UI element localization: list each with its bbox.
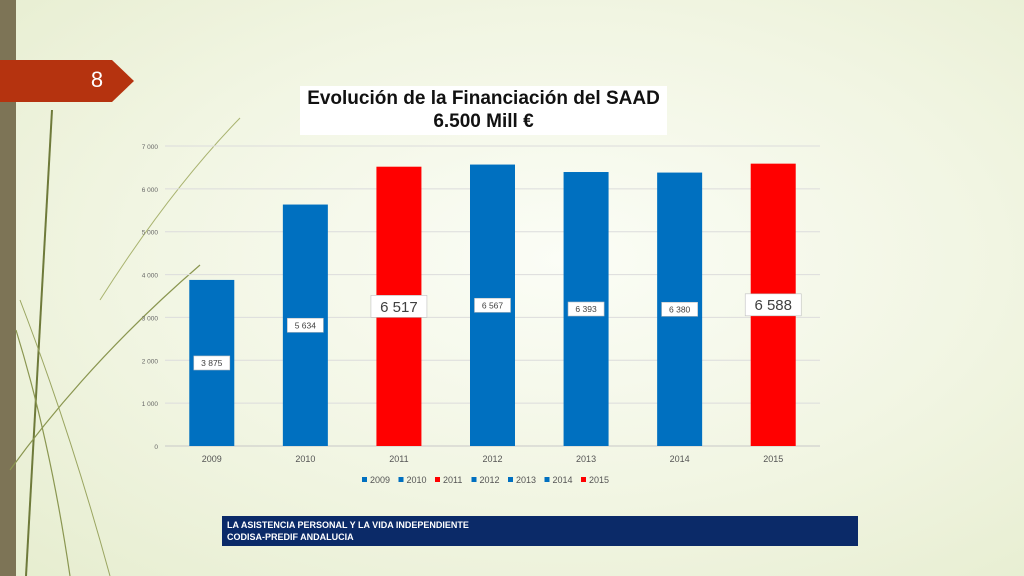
y-tick-label: 1 000 xyxy=(142,401,159,408)
y-tick-label: 7 000 xyxy=(142,144,159,151)
x-tick-label: 2014 xyxy=(670,454,690,464)
data-label: 3 875 xyxy=(201,358,223,368)
data-label-box xyxy=(370,295,428,318)
y-tick-label: 5 000 xyxy=(142,230,159,237)
chart-subtitle: 6.500 Mill € xyxy=(433,111,534,132)
legend-swatch xyxy=(435,477,440,482)
data-label-box xyxy=(567,301,605,317)
data-label: 6 517 xyxy=(380,299,418,316)
x-tick-label: 2009 xyxy=(202,454,222,464)
data-label: 6 588 xyxy=(754,297,792,314)
x-tick-label: 2012 xyxy=(482,454,502,464)
y-tick-label: 6 000 xyxy=(142,187,159,194)
legend-label: 2009 xyxy=(370,475,390,485)
data-label: 5 634 xyxy=(295,320,317,330)
x-tick-label: 2013 xyxy=(576,454,596,464)
x-tick-label: 2010 xyxy=(295,454,315,464)
legend-label: 2013 xyxy=(516,475,536,485)
footer-line-1: LA ASISTENCIA PERSONAL Y LA VIDA INDEPEN… xyxy=(227,520,469,530)
data-label-box xyxy=(193,355,231,371)
page-number-badge xyxy=(0,60,134,102)
y-tick-label: 2 000 xyxy=(142,358,159,365)
legend-swatch xyxy=(362,477,367,482)
data-label: 6 393 xyxy=(575,304,597,314)
page-number: 8 xyxy=(90,67,104,92)
y-tick-label: 0 xyxy=(154,444,158,451)
legend-swatch xyxy=(398,477,404,482)
data-label-box xyxy=(287,317,324,333)
x-tick-label: 2015 xyxy=(763,454,783,464)
footer-banner: LA ASISTENCIA PERSONAL Y LA VIDA INDEPEN… xyxy=(222,516,858,546)
legend-label: 2012 xyxy=(480,475,500,485)
legend-swatch xyxy=(508,477,513,482)
decorative-lines xyxy=(9,109,241,576)
legend-label: 2014 xyxy=(553,475,573,485)
chart-title: Evolución de la Financiación del SAAD xyxy=(307,88,660,109)
data-label-box xyxy=(744,293,802,317)
legend-label: 2011 xyxy=(443,475,462,485)
data-label: 6 380 xyxy=(669,304,691,314)
footer-line-2: CODISA-PREDIF ANDALUCIA xyxy=(227,532,354,542)
legend-swatch xyxy=(471,477,477,482)
left-accent-bar xyxy=(0,0,16,576)
x-tick-label: 2011 xyxy=(389,454,408,464)
chart-title-box: Evolución de la Financiación del SAAD 6.… xyxy=(300,86,667,135)
data-label: 6 567 xyxy=(482,300,504,310)
legend-label: 2015 xyxy=(589,475,609,485)
y-tick-label: 3 000 xyxy=(142,315,159,322)
legend-label: 2010 xyxy=(407,475,427,485)
legend-swatch xyxy=(581,477,586,482)
y-tick-label: 4 000 xyxy=(142,273,159,280)
legend-swatch xyxy=(544,477,550,482)
data-label-box xyxy=(661,301,698,317)
data-label-box xyxy=(474,297,511,313)
